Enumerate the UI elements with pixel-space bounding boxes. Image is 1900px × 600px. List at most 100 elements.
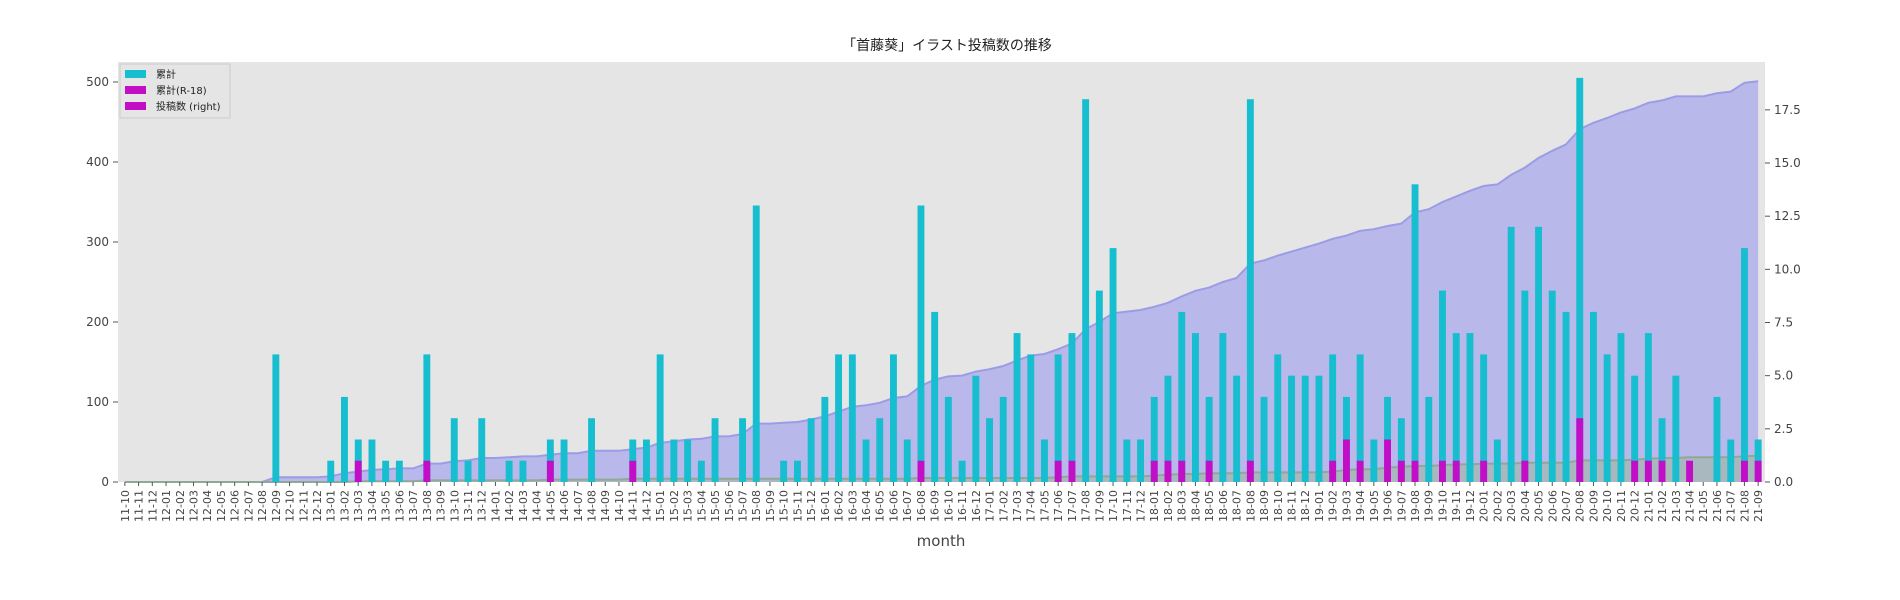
x-tick-label-16-01: 16-01 bbox=[819, 490, 832, 522]
bar-total-19-06 bbox=[1384, 396, 1391, 482]
bar-r18-17-06 bbox=[1054, 460, 1062, 482]
x-tick-label-15-04: 15-04 bbox=[695, 490, 708, 522]
bar-total-20-03 bbox=[1507, 226, 1515, 482]
x-tick-label-17-03: 17-03 bbox=[1011, 490, 1024, 522]
bar-total-17-11 bbox=[1123, 439, 1131, 482]
x-tick-label-17-04: 17-04 bbox=[1025, 490, 1038, 522]
x-tick-label-12-07: 12-07 bbox=[242, 490, 255, 522]
bar-total-18-06 bbox=[1219, 333, 1227, 482]
bar-total-17-04 bbox=[1027, 354, 1035, 482]
x-tick-label-13-11: 13-11 bbox=[462, 490, 475, 522]
bar-total-16-03 bbox=[848, 354, 856, 482]
bar-total-16-09 bbox=[931, 311, 939, 482]
bar-total-16-06 bbox=[890, 354, 897, 482]
bar-total-18-02 bbox=[1164, 375, 1172, 482]
bar-total-17-06 bbox=[1054, 354, 1062, 482]
bar-total-15-08 bbox=[752, 205, 760, 482]
bar-total-21-06 bbox=[1713, 396, 1721, 482]
bar-total-19-07 bbox=[1397, 418, 1405, 482]
chart-title: 「首藤葵」イラスト投稿数の推移 bbox=[842, 38, 1052, 54]
bar-total-15-11 bbox=[794, 460, 801, 482]
x-tick-label-13-12: 13-12 bbox=[476, 490, 489, 522]
bar-total-18-12 bbox=[1301, 375, 1309, 482]
x-tick-label-18-12: 18-12 bbox=[1299, 490, 1312, 522]
x-tick-label-21-01: 21-01 bbox=[1642, 490, 1655, 522]
x-tick-label-16-10: 16-10 bbox=[942, 490, 955, 522]
bar-total-21-08 bbox=[1741, 248, 1748, 482]
bar-total-20-08 bbox=[1576, 77, 1584, 483]
x-tick-label-20-01: 20-01 bbox=[1478, 490, 1491, 522]
x-tick-label-16-09: 16-09 bbox=[929, 490, 942, 522]
x-tick-label-12-10: 12-10 bbox=[284, 490, 297, 522]
bar-total-18-03 bbox=[1178, 311, 1186, 482]
legend-label-r18: 累計(R-18) bbox=[156, 84, 207, 97]
bar-total-13-11 bbox=[464, 460, 472, 482]
bar-total-16-12 bbox=[972, 375, 980, 482]
x-tick-label-12-02: 12-02 bbox=[174, 490, 187, 522]
x-tick-label-13-07: 13-07 bbox=[407, 490, 420, 522]
x-tick-label-21-05: 21-05 bbox=[1697, 490, 1710, 522]
bar-layer bbox=[272, 77, 1762, 483]
x-tick-label-17-01: 17-01 bbox=[984, 490, 997, 522]
x-tick-label-14-08: 14-08 bbox=[586, 490, 599, 522]
legend: 累計 累計(R-18) 投稿数 (right) bbox=[119, 63, 231, 119]
bar-total-15-07 bbox=[739, 418, 746, 482]
bar-total-18-09 bbox=[1260, 396, 1268, 482]
bar-r18-19-11 bbox=[1452, 460, 1460, 482]
bar-total-15-04 bbox=[697, 460, 705, 482]
x-tick-label-17-06: 17-06 bbox=[1052, 490, 1065, 522]
x-tick-label-14-12: 14-12 bbox=[640, 490, 653, 522]
x-tick-label-21-07: 21-07 bbox=[1725, 490, 1738, 522]
bar-total-15-03 bbox=[684, 439, 692, 482]
bar-r18-19-07 bbox=[1397, 460, 1405, 482]
x-tick-label-16-06: 16-06 bbox=[887, 490, 900, 522]
bar-total-15-01 bbox=[656, 354, 664, 482]
x-tick-label-21-04: 21-04 bbox=[1684, 490, 1697, 522]
x-tick-label-18-08: 18-08 bbox=[1244, 490, 1257, 522]
x-tick-label-12-09: 12-09 bbox=[270, 490, 283, 522]
bar-r18-20-08 bbox=[1576, 418, 1584, 482]
x-tick-label-16-03: 16-03 bbox=[846, 490, 859, 522]
bar-total-16-08 bbox=[917, 205, 925, 482]
x-tick-label-18-01: 18-01 bbox=[1148, 490, 1161, 522]
x-tick-label-18-06: 18-06 bbox=[1217, 490, 1230, 522]
y-axis-left: 0 100 200 300 400 500 bbox=[86, 75, 118, 489]
legend-swatch-r18 bbox=[125, 86, 146, 94]
legend-swatch-total bbox=[125, 70, 146, 78]
x-tick-label-17-12: 17-12 bbox=[1135, 490, 1148, 522]
x-tick-label-12-03: 12-03 bbox=[187, 490, 200, 522]
bar-total-21-07 bbox=[1727, 439, 1735, 482]
bar-total-13-02 bbox=[341, 396, 348, 482]
bar-total-14-06 bbox=[560, 439, 568, 482]
x-tick-label-19-10: 19-10 bbox=[1436, 490, 1449, 522]
x-tick-label-13-04: 13-04 bbox=[366, 490, 379, 522]
legend-label-total: 累計 bbox=[156, 68, 176, 81]
y2-tick-label-5.0: 5.0 bbox=[1774, 369, 1793, 383]
y-tick-label-100: 100 bbox=[86, 395, 109, 409]
legend-label-posts: 投稿数 (right) bbox=[156, 100, 221, 113]
x-tick-label-12-01: 12-01 bbox=[160, 490, 173, 522]
x-tick-label-12-05: 12-05 bbox=[215, 490, 228, 522]
x-tick-label-15-09: 15-09 bbox=[764, 490, 777, 522]
bar-total-19-02 bbox=[1329, 354, 1337, 482]
bar-total-18-04 bbox=[1192, 333, 1199, 482]
x-tick-label-14-05: 14-05 bbox=[544, 490, 557, 522]
x-tick-label-21-06: 21-06 bbox=[1711, 490, 1724, 522]
y-tick-label-200: 200 bbox=[86, 315, 109, 329]
bar-total-16-04 bbox=[862, 439, 870, 482]
x-axis: 11-10 11-11 11-12 12-01 12-02 12-03 12-04 12-05… bbox=[119, 482, 1765, 522]
x-tick-label-19-11: 19-11 bbox=[1450, 490, 1463, 522]
bar-total-20-10 bbox=[1603, 354, 1611, 482]
x-tick-label-17-09: 17-09 bbox=[1093, 490, 1106, 522]
bar-total-18-07 bbox=[1233, 375, 1241, 482]
bar-total-19-11 bbox=[1452, 333, 1460, 482]
x-tick-label-15-06: 15-06 bbox=[723, 490, 736, 522]
bar-total-20-06 bbox=[1548, 290, 1556, 482]
bar-total-20-09 bbox=[1590, 311, 1597, 482]
bar-r18-18-05 bbox=[1205, 460, 1213, 482]
x-tick-label-20-05: 20-05 bbox=[1533, 490, 1546, 522]
x-tick-label-20-11: 20-11 bbox=[1615, 490, 1628, 522]
y-axis-right: 0.0 2.5 5.0 7.5 10.0 12.5 15.0 17.5 bbox=[1765, 103, 1801, 489]
bar-r18-14-05 bbox=[546, 460, 554, 482]
bar-total-16-02 bbox=[835, 354, 842, 482]
